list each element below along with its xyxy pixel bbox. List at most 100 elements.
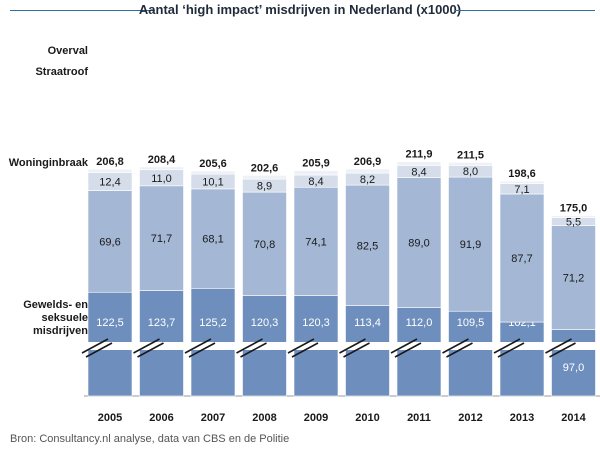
bar-3-2007 — [190, 170, 236, 175]
bar-3-2005 — [87, 168, 133, 173]
break-slash-b-2005 — [85, 342, 113, 358]
break-slash-a-2010 — [339, 338, 366, 354]
data-label-2-2011: 8,4 — [411, 167, 426, 179]
break-slash-b-2011 — [394, 342, 422, 358]
data-label-1-2010: 82,5 — [357, 240, 378, 252]
data-label-1-2009: 74,1 — [305, 236, 326, 248]
data-label-1-2008: 70,8 — [254, 239, 275, 251]
data-label-2-2013: 7,1 — [514, 184, 529, 196]
data-label-1-2007: 68,1 — [202, 234, 223, 246]
total-label-2009: 205,9 — [302, 157, 330, 169]
bar-3-2008 — [242, 175, 287, 180]
total-label-2006: 208,4 — [148, 154, 176, 166]
x-tick-2007: 2007 — [201, 412, 225, 424]
bar-3-2010 — [345, 168, 390, 174]
legend-woninginbraak-text: Woninginbraak — [8, 157, 88, 169]
total-label-2014: 175,0 — [560, 203, 588, 215]
chart-title: Aantal ‘high impact’ misdrijven in Neder… — [138, 2, 462, 17]
data-label-1-2011: 89,0 — [408, 238, 429, 250]
break-slash-a-2009 — [287, 338, 315, 354]
title-rule-right — [455, 10, 595, 11]
total-label-2013: 198,6 — [508, 168, 536, 180]
break-slash-b-2007 — [188, 342, 216, 358]
data-label-0-2011: 112,0 — [406, 317, 433, 329]
bar-1-2007 — [190, 188, 236, 289]
x-tick-2014: 2014 — [561, 412, 586, 424]
bar-1-2013 — [499, 193, 545, 323]
total-label-2005: 206,8 — [96, 156, 124, 168]
total-label-2007: 205,6 — [199, 158, 227, 170]
bar-3-2013 — [499, 180, 545, 184]
data-label-1-2013: 87,7 — [511, 253, 532, 265]
x-tick-2008: 2008 — [252, 412, 276, 424]
source-note: Bron: Consultancy.nl analyse, data van C… — [10, 433, 290, 445]
bar-3-2006 — [139, 166, 184, 171]
break-slash-a-2013 — [493, 338, 521, 354]
data-label-0-2010: 113,4 — [354, 317, 381, 329]
bar-1-2012 — [448, 176, 493, 312]
break-slash-b-2006 — [137, 342, 164, 358]
bar-1-2006 — [139, 185, 184, 291]
break-slash-b-2010 — [343, 342, 370, 358]
break-slash-a-2011 — [390, 338, 418, 354]
data-label-1-2005: 69,6 — [99, 236, 120, 248]
bar-0-2014 — [551, 329, 596, 397]
bar-0-2010 — [345, 305, 390, 397]
total-label-2011: 211,9 — [406, 149, 433, 161]
break-slash-a-2012 — [442, 338, 469, 354]
data-label-2-2010: 8,2 — [360, 174, 375, 186]
x-tick-2010: 2010 — [355, 412, 379, 424]
x-tick-2011: 2011 — [407, 412, 431, 424]
legend-gewelds: Gewelds- en seksuele misdrijven — [8, 299, 88, 338]
break-slash-b-2014 — [549, 342, 576, 358]
data-label-0-2014: 97,0 — [563, 362, 584, 374]
bar-1-2005 — [87, 190, 133, 293]
data-label-1-2014: 71,2 — [563, 273, 584, 285]
data-label-2-2006: 11,0 — [151, 173, 172, 185]
data-label-0-2005: 122,5 — [96, 317, 124, 329]
data-label-2-2007: 10,1 — [202, 177, 223, 189]
x-tick-2006: 2006 — [149, 412, 173, 424]
x-tick-2012: 2012 — [458, 412, 482, 424]
data-label-2-2014: 5,5 — [566, 217, 581, 229]
legend-straatroof-text: Straatroof — [35, 66, 88, 78]
break-slash-b-2012 — [446, 342, 473, 358]
bar-0-2013 — [499, 321, 545, 397]
data-label-0-2009: 120,3 — [302, 317, 330, 329]
legend-gewelds-text: Gewelds- en seksuele misdrijven — [23, 299, 88, 337]
legend-woninginbraak: Woninginbraak — [9, 157, 88, 170]
x-tick-2005: 2005 — [98, 412, 122, 424]
data-label-2-2005: 12,4 — [99, 177, 120, 189]
break-slash-a-2007 — [184, 338, 212, 354]
bar-1-2010 — [345, 184, 390, 306]
data-label-1-2006: 71,7 — [151, 233, 172, 245]
bar-1-2008 — [242, 191, 287, 296]
bar-3-2009 — [293, 170, 339, 176]
data-label-0-2006: 123,7 — [148, 317, 176, 329]
data-label-0-2008: 120,3 — [251, 317, 279, 329]
legend-straatroof: Straatroof — [35, 66, 88, 79]
bar-3-2012 — [448, 162, 493, 166]
data-label-2-2008: 8,9 — [257, 181, 272, 193]
data-label-0-2007: 125,2 — [199, 317, 227, 329]
break-slash-a-2006 — [133, 338, 160, 354]
data-label-0-2012: 109,5 — [457, 317, 485, 329]
break-slash-a-2005 — [81, 338, 109, 354]
break-slash-b-2013 — [497, 342, 525, 358]
x-tick-2013: 2013 — [510, 412, 534, 424]
total-label-2010: 206,9 — [354, 156, 382, 168]
bar-1-2009 — [293, 186, 339, 296]
data-label-2-2012: 8,0 — [463, 166, 478, 178]
total-label-2008: 202,6 — [251, 162, 279, 174]
data-label-1-2012: 91,9 — [460, 239, 481, 251]
bar-3-2011 — [396, 161, 442, 166]
break-slash-b-2008 — [240, 342, 267, 358]
axis-break-band — [78, 342, 600, 350]
bar-1-2014 — [551, 225, 596, 330]
total-label-2012: 211,5 — [457, 149, 484, 161]
break-slash-a-2008 — [236, 338, 263, 354]
break-slash-a-2014 — [545, 338, 572, 354]
break-slash-b-2009 — [291, 342, 319, 358]
bar-3-2014 — [551, 215, 596, 218]
